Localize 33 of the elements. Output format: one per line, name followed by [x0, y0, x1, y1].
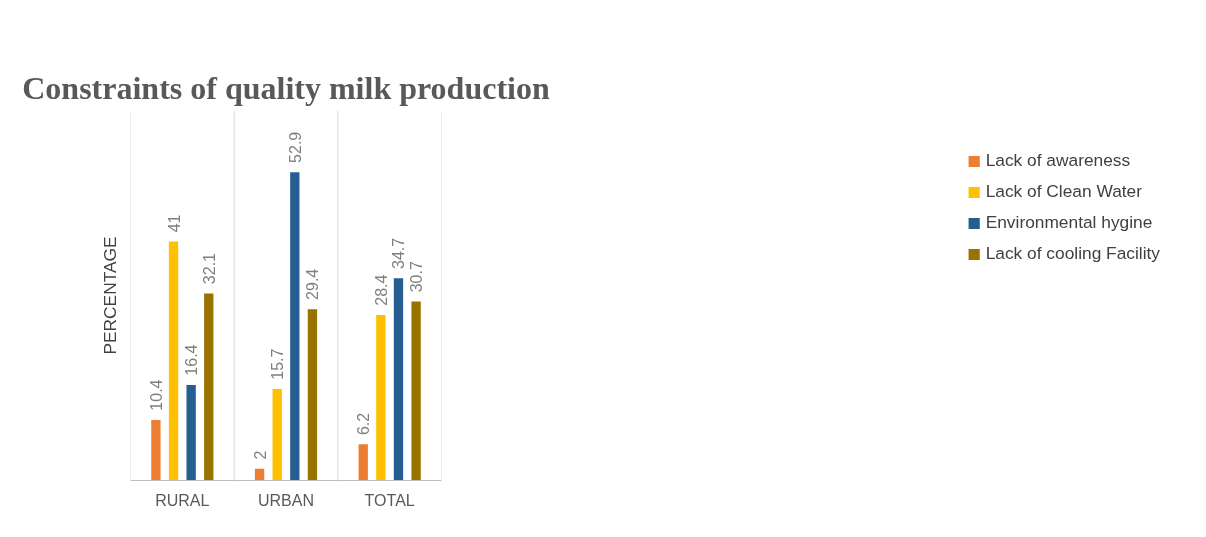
bar [358, 444, 368, 481]
x-tick-label: URBAN [258, 491, 315, 509]
legend-label: Lack of cooling Facility [985, 243, 1160, 264]
x-tick-label: RURAL [155, 491, 210, 509]
data-label: 15.7 [269, 348, 287, 380]
bar [272, 388, 282, 481]
data-label: 10.4 [147, 379, 165, 411]
bar [168, 241, 179, 481]
bar [204, 293, 214, 481]
legend-label: Lack of awareness [985, 150, 1131, 171]
y-axis-title: PERCENTAGE [99, 236, 120, 355]
data-label: 52.9 [286, 131, 304, 163]
data-label: 34.7 [390, 237, 408, 269]
data-label: 32.1 [200, 252, 218, 285]
chart-title: Constraints of quality milk production [22, 69, 550, 106]
bar [307, 309, 318, 481]
data-label: 28.4 [372, 274, 390, 306]
legend-label: Lack of Clean Water [985, 181, 1143, 202]
bar [411, 301, 421, 481]
bar [393, 278, 404, 481]
data-label: 16.4 [183, 344, 201, 376]
data-label: 29.4 [304, 268, 322, 300]
data-label: 30.7 [408, 261, 426, 293]
bar [376, 314, 386, 481]
data-label: 6.2 [355, 412, 373, 436]
bar [254, 468, 265, 481]
data-label: 2 [251, 450, 269, 460]
bar [151, 419, 161, 481]
bar [186, 384, 196, 481]
legend-label: Environmental hygine [985, 212, 1153, 233]
bar [290, 172, 300, 481]
x-tick-label: TOTAL [364, 491, 415, 509]
data-label: 41 [165, 214, 183, 233]
